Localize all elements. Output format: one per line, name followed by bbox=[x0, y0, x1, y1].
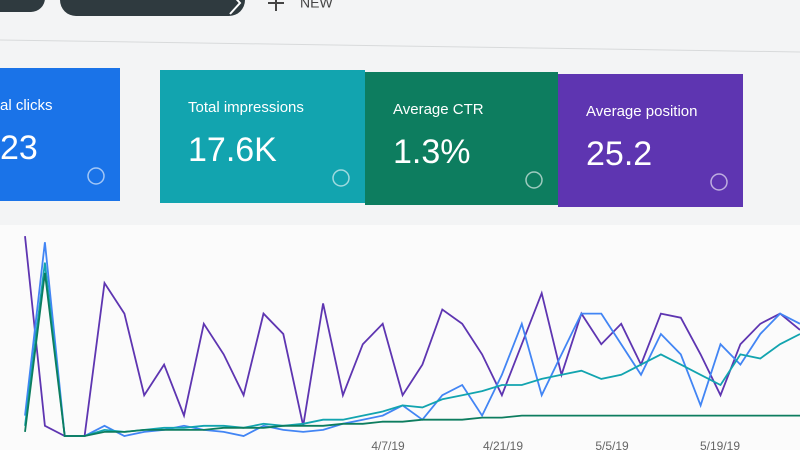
x-tick-label: 5/19/19 bbox=[700, 439, 740, 450]
button[interactable] bbox=[0, 0, 45, 12]
help-icon bbox=[525, 171, 543, 189]
metric-card bbox=[160, 70, 365, 203]
series-line bbox=[24, 272, 800, 437]
metric-label: Total impressions bbox=[188, 99, 304, 116]
x-tick-label: 4/7/19 bbox=[371, 439, 405, 450]
chevron bbox=[229, 0, 242, 15]
plus-icon bbox=[268, 0, 284, 11]
date-filter[interactable] bbox=[60, 0, 245, 16]
series-line bbox=[24, 236, 800, 437]
metric-value: 17.6K bbox=[188, 131, 277, 169]
help-icon bbox=[87, 167, 105, 185]
metric-label: al clicks bbox=[0, 97, 53, 114]
x-tick-label: 5/5/19 bbox=[595, 439, 629, 450]
series-line bbox=[24, 262, 800, 437]
help-icon bbox=[710, 173, 728, 191]
metric-value: 23 bbox=[0, 129, 38, 167]
metric-label: Average position bbox=[586, 103, 697, 120]
chart-area bbox=[0, 225, 800, 450]
metric-card bbox=[0, 68, 120, 201]
new-button[interactable]: NEW bbox=[300, 0, 333, 11]
metric-value: 1.3% bbox=[393, 133, 471, 171]
series-line bbox=[24, 242, 800, 437]
help-icon bbox=[332, 169, 350, 187]
x-tick-label: 4/21/19 bbox=[483, 439, 523, 450]
metric-value: 25.2 bbox=[586, 135, 652, 173]
divider bbox=[0, 39, 800, 53]
metric-label: Average CTR bbox=[393, 101, 484, 118]
